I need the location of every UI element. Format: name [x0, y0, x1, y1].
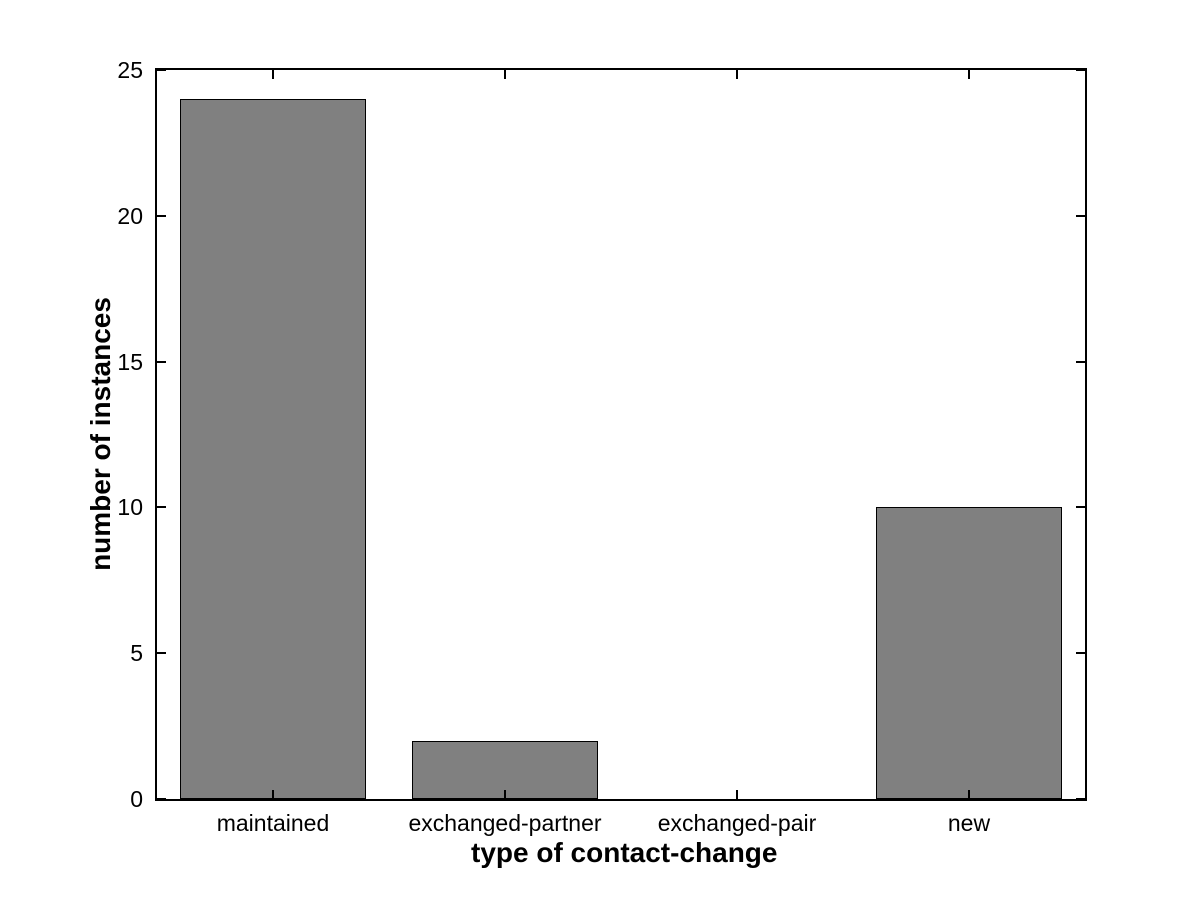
- y-axis-label: number of instances: [85, 297, 116, 571]
- y-tick-mark: [157, 360, 166, 363]
- y-tick-mark-right: [1076, 652, 1085, 655]
- y-tick-mark: [157, 652, 166, 655]
- x-tick-label: new: [947, 810, 991, 836]
- x-tick-label: maintained: [216, 810, 330, 836]
- x-tick-mark: [272, 790, 274, 799]
- y-tick-mark: [157, 798, 166, 800]
- plot-area: [155, 68, 1087, 801]
- bar-maintained: [180, 99, 366, 799]
- bar-new: [876, 507, 1062, 799]
- y-tick-mark-right: [1076, 69, 1085, 71]
- x-tick-label: exchanged-partner: [408, 810, 602, 836]
- y-tick-label: 0: [130, 786, 143, 812]
- y-tick-label: 5: [130, 640, 143, 667]
- x-tick-label: exchanged-pair: [657, 810, 817, 836]
- y-tick-mark: [157, 214, 166, 217]
- x-tick-mark: [968, 790, 970, 799]
- x-tick-mark-top: [736, 70, 738, 79]
- x-tick-mark-top: [968, 70, 970, 79]
- x-tick-mark: [504, 790, 506, 799]
- x-axis-label: type of contact-change: [471, 837, 778, 868]
- bar-exchanged-partner: [412, 740, 598, 799]
- x-tick-mark-top: [272, 70, 274, 79]
- y-tick-label: 15: [117, 348, 143, 375]
- y-tick-mark: [157, 506, 166, 509]
- y-tick-mark: [157, 69, 166, 71]
- x-tick-mark: [736, 790, 738, 799]
- y-tick-mark-right: [1076, 214, 1085, 217]
- y-tick-label: 20: [117, 202, 143, 229]
- y-tick-label: 10: [117, 494, 143, 521]
- y-tick-mark-right: [1076, 360, 1085, 363]
- y-tick-mark-right: [1076, 506, 1085, 509]
- y-tick-label: 25: [117, 57, 143, 83]
- x-tick-mark-top: [504, 70, 506, 79]
- y-tick-mark-right: [1076, 798, 1085, 800]
